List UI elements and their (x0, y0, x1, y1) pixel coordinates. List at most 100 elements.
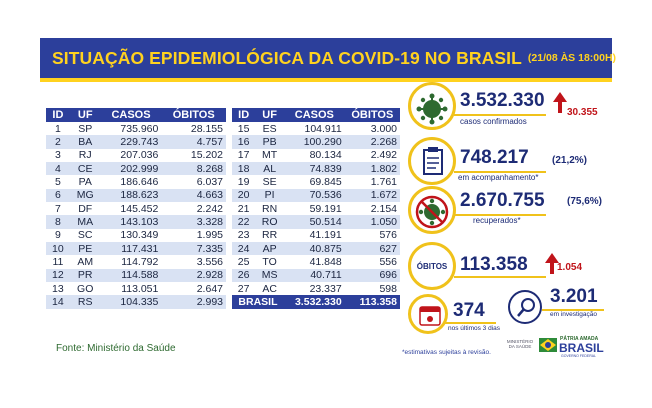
monitoring-label: em acompanhamento* (458, 173, 539, 182)
obitos-cell: 627 (344, 242, 400, 256)
casos-cell: 104.911 (283, 122, 345, 136)
casos-cell: 114.792 (100, 255, 162, 269)
uf-cell: MA (69, 215, 101, 229)
casos-cell: 41.191 (283, 228, 345, 243)
obitos-cell: 598 (344, 282, 400, 296)
total-casos: 3.532.330 (283, 295, 345, 309)
divider (454, 171, 546, 173)
uf-cell: AP (255, 242, 284, 256)
brasil-logo-text: BRASIL (559, 341, 604, 355)
monitoring-value: 748.217 (460, 147, 529, 168)
casos-cell: 41.848 (283, 255, 345, 269)
casos-cell: 69.845 (283, 175, 345, 189)
total-obitos: 113.358 (344, 295, 400, 309)
obitos-cell: 1.672 (344, 188, 400, 203)
table-row: 21 RN 59.191 2.154 (232, 202, 400, 216)
casos-cell: 100.290 (283, 135, 345, 149)
uf-cell: AC (255, 282, 284, 296)
monitoring-pct: (21,2%) (552, 155, 588, 166)
table-row: 18 AL 74.839 1.802 (232, 162, 400, 176)
uf-cell: TO (255, 255, 284, 269)
table-row: 27 AC 23.337 598 (232, 282, 400, 296)
table-row: 13 GO 113.051 2.647 (46, 282, 226, 296)
uf-cell: RR (255, 228, 284, 243)
patria-text: PÁTRIA AMADA (560, 336, 599, 342)
confirmed-label: casos confirmados (460, 117, 527, 126)
casos-cell: 50.514 (283, 215, 345, 229)
uf-cell: RS (69, 295, 101, 309)
obitos-cell: 3.328 (161, 215, 226, 229)
obitos-cell: 15.202 (161, 148, 226, 163)
casos-cell: 40.875 (283, 242, 345, 256)
id-cell: 8 (46, 215, 70, 229)
table-row: 12 PR 114.588 2.928 (46, 268, 226, 283)
id-cell: 16 (232, 135, 256, 149)
title-banner: SITUAÇÃO EPIDEMIOLÓGICA DA COVID-19 NO B… (40, 38, 616, 82)
obitos-cell: 2.928 (161, 268, 226, 283)
casos-cell: 229.743 (100, 135, 162, 149)
casos-cell: 188.623 (100, 188, 162, 203)
footnote: *estimativas sujeitas à revisão. (402, 349, 491, 356)
id-cell: 24 (232, 242, 256, 256)
table-row: 23 RR 41.191 576 (232, 228, 400, 243)
table-row: 6 MG 188.623 4.663 (46, 188, 226, 203)
column-header: ID (46, 108, 70, 122)
table-row: 11 AM 114.792 3.556 (46, 255, 226, 269)
obitos-cell: 556 (344, 255, 400, 269)
uf-cell: CE (69, 162, 101, 176)
casos-cell: 114.588 (100, 268, 162, 283)
uf-cell: MS (255, 268, 284, 283)
divider (454, 114, 546, 116)
table-row: 14 RS 104.335 2.993 (46, 295, 226, 309)
casos-cell: 70.536 (283, 188, 345, 203)
uf-cell: GO (69, 282, 101, 296)
casos-cell: 74.839 (283, 162, 345, 176)
id-cell: 23 (232, 228, 256, 243)
table-row: 17 MT 80.134 2.492 (232, 148, 400, 163)
obitos-cell: 1.802 (344, 162, 400, 176)
table-row: 25 TO 41.848 556 (232, 255, 400, 269)
obitos-cell: 4.663 (161, 188, 226, 203)
table-row: 22 RO 50.514 1.050 (232, 215, 400, 229)
obitos-cell: 2.993 (161, 295, 226, 309)
id-cell: 9 (46, 228, 70, 243)
divider (454, 276, 546, 278)
recovered-pct: (75,6%) (567, 196, 603, 207)
casos-cell: 207.036 (100, 148, 162, 163)
id-cell: 10 (46, 242, 70, 256)
uf-cell: SC (69, 228, 101, 243)
table-row: 16 PB 100.290 2.268 (232, 135, 400, 149)
casos-cell: 40.711 (283, 268, 345, 283)
crossed-virus-icon (408, 186, 456, 234)
id-cell: 17 (232, 148, 256, 163)
investigation-label: em investigação (550, 311, 597, 318)
page-title: SITUAÇÃO EPIDEMIOLÓGICA DA COVID-19 NO B… (52, 47, 522, 68)
confirmed-value: 3.532.330 (460, 90, 545, 111)
deaths-value: 113.358 (460, 254, 528, 275)
id-cell: 7 (46, 202, 70, 216)
last3-label: nos últimos 3 dias (448, 325, 501, 332)
up-arrow-icon (550, 262, 554, 274)
casos-cell: 104.335 (100, 295, 162, 309)
casos-cell: 59.191 (283, 202, 345, 216)
table-row: 19 SE 69.845 1.761 (232, 175, 400, 189)
deaths-title: ÓBITOS (416, 261, 448, 271)
divider (542, 309, 604, 311)
table-header: ID UF CASOS ÓBITOS (46, 108, 226, 122)
obitos-cell: 2.242 (161, 202, 226, 216)
divider (454, 214, 546, 216)
id-cell: 18 (232, 162, 256, 176)
casos-cell: 113.051 (100, 282, 162, 296)
table-row: 26 MS 40.711 696 (232, 268, 400, 283)
id-cell: 5 (46, 175, 70, 189)
obitos-cell: 7.335 (161, 242, 226, 256)
id-cell: 15 (232, 122, 256, 136)
casos-cell: 143.103 (100, 215, 162, 229)
calendar-icon (408, 294, 448, 334)
up-arrow-icon (545, 253, 559, 263)
clipboard-icon (408, 137, 456, 185)
id-cell: 21 (232, 202, 256, 216)
obitos-cell: 576 (344, 228, 400, 243)
table-row: 4 CE 202.999 8.268 (46, 162, 226, 176)
uf-cell: MT (255, 148, 284, 163)
